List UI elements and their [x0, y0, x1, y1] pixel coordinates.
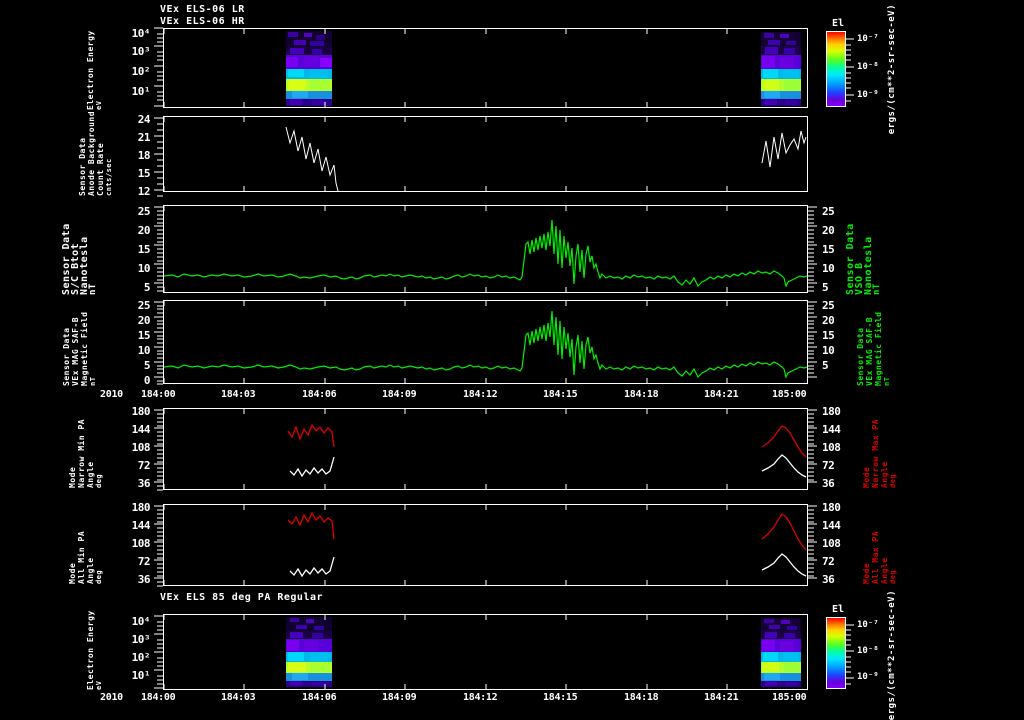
colorbar-1-units: ergs/(cm**2-sr-sec-eV): [887, 4, 897, 135]
panel-4-yticks-right: 25 20 15 10 5: [822, 299, 835, 372]
panel-6-yticks-right: 180 144 108 72 36: [822, 501, 841, 586]
panel-6-minor-ticks: [154, 505, 163, 587]
panel-1-yticks: 10⁴ 10³ 10² 10¹: [131, 27, 151, 98]
panel-4-yticks: 25 20 15 10 5 0: [137, 299, 151, 387]
panel-4-minor-ticks-right: [808, 301, 817, 378]
x-tick-marks-2: [164, 117, 728, 191]
panel-5-right-label: Mode Narrow Max PA Angle deg: [862, 418, 897, 488]
panel-5-yticks-right: 180 144 108 72 36: [822, 405, 841, 490]
panel-2-yticks: 24 21 18 15 12: [137, 113, 151, 198]
panel-els-85deg-pa-spectrogram[interactable]: [163, 614, 808, 690]
colorbar-2-tick-1: 10⁻⁸: [857, 646, 879, 656]
panel-1-title-hr: VEx ELS-06 HR: [160, 16, 245, 27]
colorbar-1: [826, 31, 846, 107]
vex-mag-plot: [164, 301, 807, 383]
x-axis-bottom: 2010 184:00 184:03 184:06 184:09 184:12 …: [100, 692, 807, 703]
panel-els-lr-hr-spectrogram[interactable]: [163, 28, 808, 108]
panel-3-minor-ticks: [154, 206, 163, 292]
panel-7-minor-ticks: [154, 615, 163, 689]
colorbar-1-tick-1: 10⁻⁸: [857, 62, 879, 72]
panel-5-left-label: Mode Narrow Min PA Angle deg: [68, 418, 103, 488]
count-rate-trace-outbound: [761, 130, 807, 168]
narrow-min-pa-trace-inbound: [289, 456, 335, 478]
x-tick-marks-1: [164, 29, 728, 107]
x-axis-middle: 2010 184:00 184:03 184:06 184:09 184:12 …: [100, 389, 807, 400]
colorbar-2-tick-0: 10⁻⁷: [857, 620, 879, 630]
panel-4-right-label: Sensor Data VEx MAG SAF-B Magnetic Field…: [856, 311, 891, 386]
x-tick-marks-6: [164, 505, 728, 585]
panel-1-minor-ticks: [154, 27, 163, 107]
panel-sc-btot-nanotesla[interactable]: [163, 205, 808, 293]
panel-4-left-label: Sensor Data VEx MAG SAF-B Magnetic Field…: [62, 311, 97, 386]
spectrogram-plot-7: [164, 615, 807, 689]
colorbar-2: [826, 617, 846, 689]
panel-3-yticks-right: 25 20 15 10 5: [822, 205, 835, 294]
heatmap-block-outbound: [761, 32, 801, 106]
sc-btot-plot: [164, 206, 807, 292]
narrow-min-pa-trace-outbound: [761, 454, 807, 478]
narrow-max-pa-trace-inbound: [287, 423, 335, 448]
heatmap-block-outbound-2: [761, 618, 801, 687]
colorbar-2-ticks: [846, 624, 854, 685]
spectrogram-plot-1: [164, 29, 807, 107]
panel-4-minor-ticks: [154, 301, 163, 385]
panel-6-yticks: 180 144 108 72 36: [131, 501, 151, 586]
panel-6-left-label: Mode All Min PA Angle deg: [68, 530, 103, 584]
panel-3-right-label: Sensor Data VSO B Nanotesla nT: [845, 223, 882, 295]
panel-all-pa-angle[interactable]: [163, 504, 808, 586]
panel-anode-background-count-rate[interactable]: [163, 116, 808, 192]
count-rate-trace-inbound: [285, 126, 339, 191]
narrow-pa-plot: [164, 409, 807, 489]
vex-mag-trace: [164, 310, 807, 379]
panel-3-yticks: 25 20 15 10 5: [137, 205, 151, 294]
x-axis-year-middle: 2010: [100, 389, 123, 400]
panel-2-minor-ticks: [154, 117, 163, 197]
panel-5-minor-ticks: [154, 409, 163, 491]
x-tick-marks-5: [164, 409, 728, 489]
all-min-pa-trace-outbound: [761, 553, 807, 577]
colorbar-2-title: El: [832, 604, 845, 615]
x-tick-marks-3: [164, 206, 728, 292]
x-tick-marks-4: [164, 301, 728, 383]
heatmap-block-inbound: [286, 31, 332, 106]
panel-5-minor-ticks-right: [808, 409, 817, 483]
narrow-max-pa-trace-outbound: [761, 425, 807, 458]
colorbar-1-tick-2: 10⁻⁹: [857, 90, 879, 100]
panel-6-right-label: Mode All Max PA Angle deg: [862, 530, 897, 584]
all-pa-plot: [164, 505, 807, 585]
panel-5-yticks: 180 144 108 72 36: [131, 405, 151, 490]
panel-vex-mag-saf-b-magnetic-field[interactable]: [163, 300, 808, 384]
panel-7-title: VEx ELS 85 deg PA Regular: [160, 592, 324, 603]
all-max-pa-trace-inbound: [287, 511, 335, 540]
panel-3-minor-ticks-right: [808, 206, 817, 292]
x-tick-marks-7: [164, 615, 728, 689]
all-min-pa-trace-inbound: [289, 556, 335, 578]
count-rate-plot: [164, 117, 807, 191]
panel-1-title-lr: VEx ELS-06 LR: [160, 4, 245, 15]
colorbar-1-ticks: [846, 38, 854, 102]
panel-narrow-pa-angle[interactable]: [163, 408, 808, 490]
all-max-pa-trace-outbound: [761, 513, 807, 551]
colorbar-1-title: El: [832, 18, 845, 29]
sc-btot-trace: [164, 219, 807, 288]
colorbar-1-tick-0: 10⁻⁷: [857, 34, 879, 44]
panel-3-left-label: Sensor Data S/C Btot Nanotesla nT: [61, 223, 98, 295]
colorbar-2-tick-2: 10⁻⁹: [857, 672, 879, 682]
heatmap-block-inbound-2: [286, 617, 332, 687]
x-axis-year-bottom: 2010: [100, 692, 123, 703]
panel-6-minor-ticks-right: [808, 505, 817, 579]
panel-7-yticks: 10⁴ 10³ 10² 10¹: [131, 615, 151, 682]
